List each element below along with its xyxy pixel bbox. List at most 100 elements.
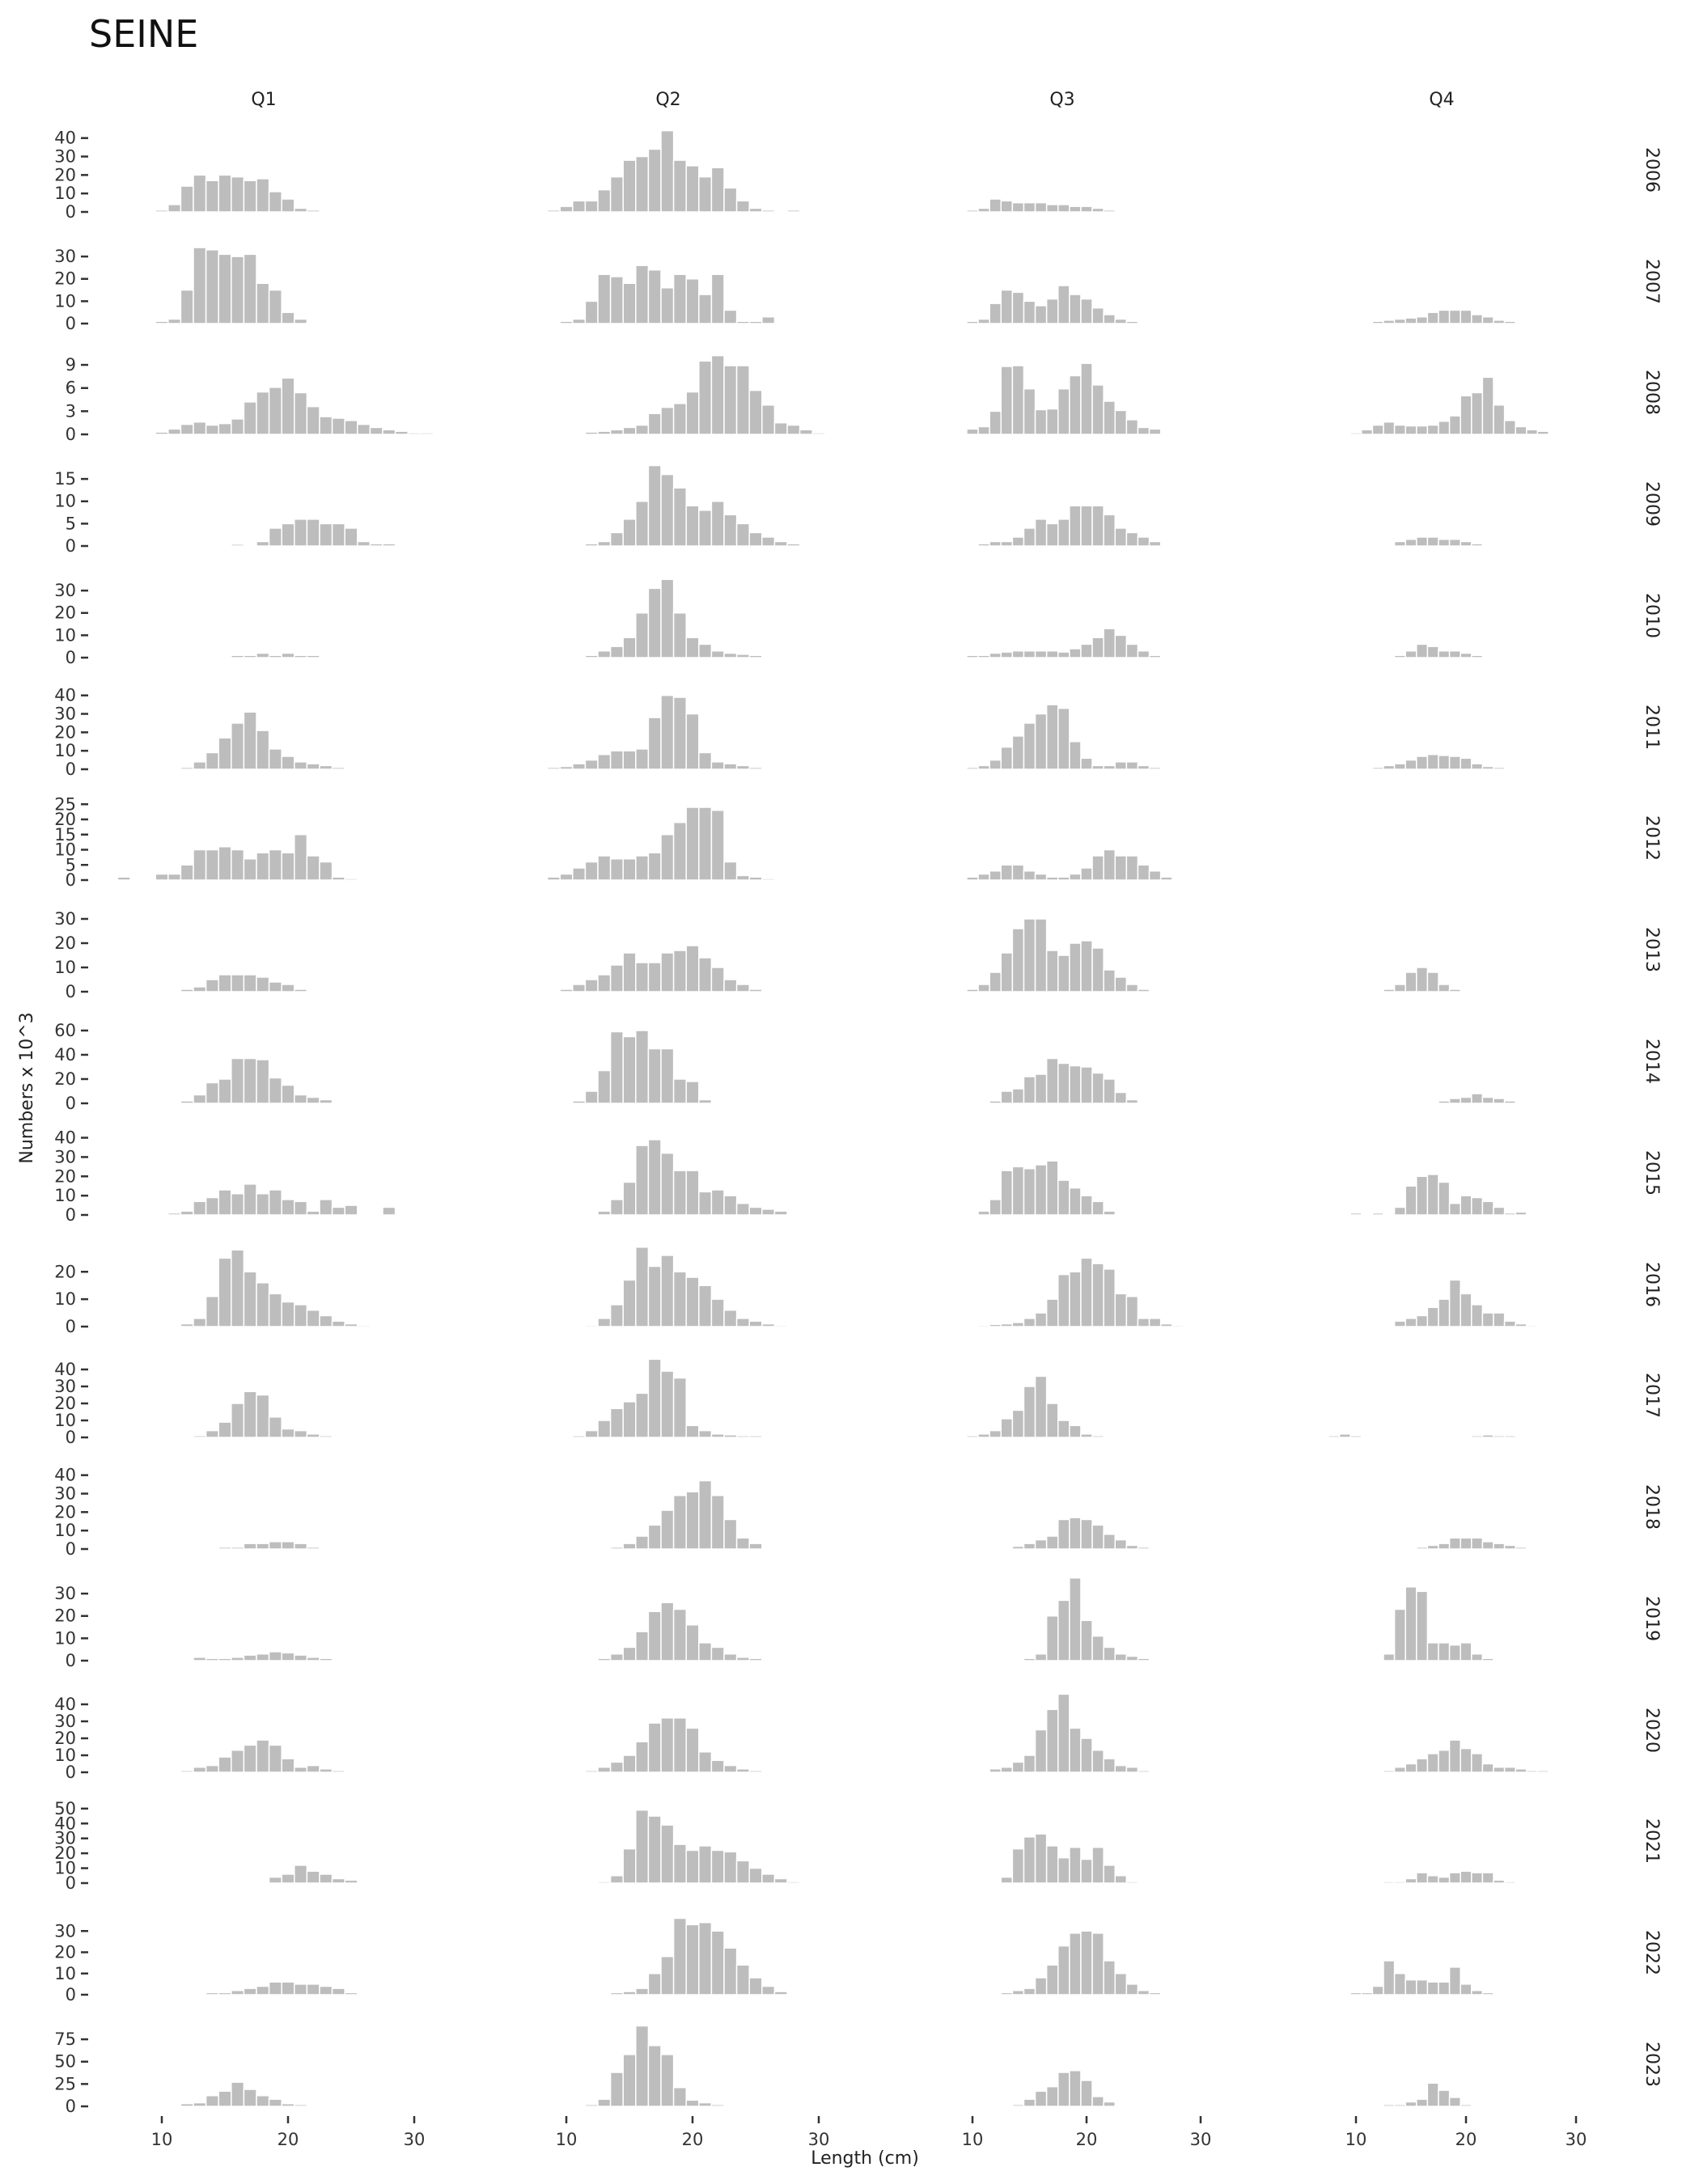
chart-title: SEINE — [89, 12, 198, 56]
bar — [1493, 1992, 1506, 1996]
bar — [698, 957, 713, 993]
bar — [609, 645, 624, 658]
y-tick-label: 10 — [54, 840, 76, 860]
bar — [294, 761, 308, 770]
bar — [1471, 1093, 1484, 1104]
bar — [218, 737, 232, 770]
panel-2017-q2 — [572, 1358, 776, 1438]
bar — [786, 209, 801, 213]
bar — [231, 1749, 245, 1773]
bar — [1438, 1181, 1451, 1216]
bar — [1515, 1323, 1527, 1327]
bar — [559, 873, 574, 881]
panel-2016-q1 — [180, 1249, 371, 1327]
bar — [635, 748, 650, 770]
bar — [723, 1851, 738, 1884]
bar — [1536, 1770, 1549, 1773]
bar — [698, 1429, 713, 1438]
bar — [1011, 864, 1025, 881]
bar — [331, 1547, 345, 1550]
bar — [647, 413, 662, 435]
bar — [155, 431, 169, 435]
bar — [622, 637, 637, 658]
strip-label-year-2015: 2015 — [1642, 1150, 1662, 1196]
bar — [1080, 867, 1093, 881]
panel-2009-q3 — [966, 505, 1162, 547]
bar — [1103, 1646, 1116, 1661]
bar — [306, 1983, 320, 1996]
bar — [546, 209, 561, 213]
bar — [256, 1985, 270, 1996]
bar — [685, 277, 700, 324]
panel-2018-q3 — [977, 1517, 1162, 1550]
y-tick-label: 15 — [54, 825, 76, 844]
bar — [218, 655, 232, 658]
bar — [1393, 318, 1406, 324]
bar — [1034, 2090, 1048, 2107]
bar — [1316, 1992, 1329, 1996]
bar — [710, 500, 725, 547]
y-tick-label: 0 — [66, 314, 76, 333]
bar — [635, 1030, 650, 1104]
bar — [1338, 1992, 1351, 1996]
bar — [1045, 950, 1059, 993]
bar — [622, 2054, 637, 2107]
panel-2012-q1 — [117, 834, 358, 881]
panel-2010-q2 — [559, 578, 813, 658]
bar — [685, 1924, 700, 1996]
bar — [231, 544, 245, 547]
bar — [1045, 1057, 1059, 1104]
y-tick-label: 40 — [54, 1466, 76, 1485]
bar — [1125, 320, 1139, 324]
bar — [1416, 1175, 1429, 1216]
panel-2006-q2 — [546, 129, 801, 213]
bar — [319, 989, 333, 993]
y-tick-label: 3 — [66, 401, 76, 421]
y-tick-label: 10 — [54, 1289, 76, 1309]
bar — [394, 430, 409, 435]
bar — [1338, 768, 1351, 770]
y-tick-label: 0 — [66, 1317, 76, 1336]
bar — [559, 656, 574, 658]
bar — [989, 1768, 1002, 1773]
bar — [369, 768, 383, 770]
bar — [685, 1276, 700, 1327]
bar — [268, 191, 282, 213]
bar — [344, 1879, 358, 1884]
bar — [723, 1518, 738, 1550]
bar — [609, 1991, 624, 1996]
bar — [1000, 1418, 1014, 1438]
bar — [710, 1495, 725, 1550]
panel-2006-q4 — [1383, 210, 1406, 213]
bar — [1383, 1547, 1396, 1550]
bar — [1103, 400, 1116, 435]
bar — [1137, 988, 1150, 993]
bar — [281, 523, 295, 547]
bar — [1448, 415, 1461, 435]
bar — [1034, 1073, 1048, 1104]
bar — [622, 750, 637, 770]
bar — [1045, 1535, 1059, 1550]
bar — [394, 656, 409, 658]
bar — [799, 1213, 813, 1216]
bar — [319, 1873, 333, 1884]
bar — [1103, 1078, 1116, 1104]
bar — [1057, 954, 1070, 993]
bar — [193, 1318, 207, 1327]
bar — [1023, 1754, 1036, 1773]
bar — [231, 418, 245, 435]
bar — [1114, 1293, 1128, 1327]
strip-label-q3: Q3 — [1049, 90, 1074, 110]
bar — [294, 392, 308, 435]
panel-2019-q1 — [180, 1651, 371, 1661]
bar — [331, 1101, 345, 1104]
bar — [1172, 656, 1184, 658]
bar — [357, 423, 371, 435]
bar — [735, 1860, 750, 1884]
bar — [584, 1770, 599, 1773]
bar — [306, 1546, 320, 1550]
bar — [1471, 392, 1484, 435]
bar — [268, 654, 282, 658]
bar — [1405, 1586, 1417, 1661]
bar — [1393, 424, 1406, 435]
